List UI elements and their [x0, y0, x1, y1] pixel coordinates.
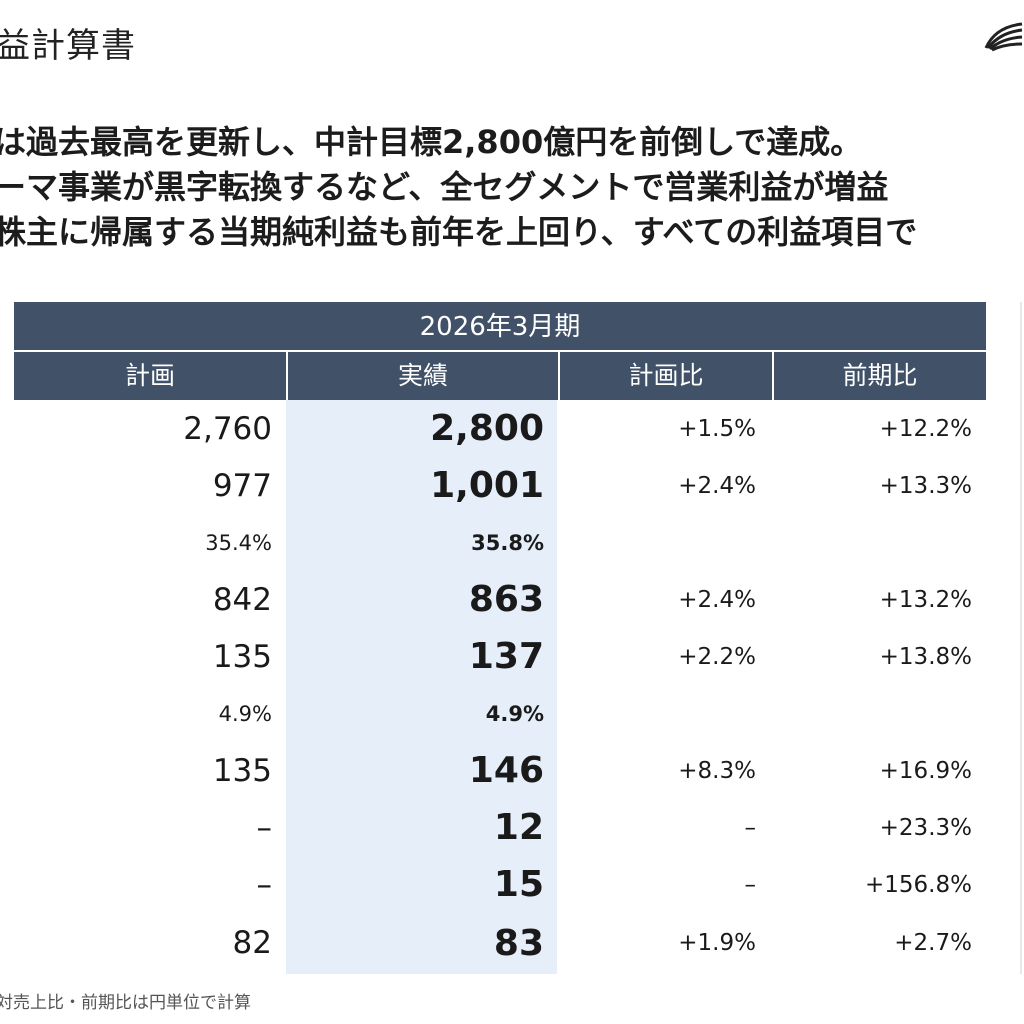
summary-line: 株主に帰属する当期純利益も前年を上回り、すべての利益項目で — [0, 213, 918, 251]
vs-plan-cell: +2.2% — [678, 643, 756, 670]
summary-text: は過去最高を更新し、中計目標2,800億円を前倒しで達成。 ーマ事業が黒字転換す… — [0, 120, 1024, 255]
plan-cell: 2,760 — [183, 410, 272, 447]
table-row: 842 863 +2.4% +13.2% — [14, 571, 986, 628]
plan-cell: – — [256, 866, 273, 903]
vs-plan-cell: – — [744, 814, 757, 841]
summary-line: は過去最高を更新し、中計目標2,800億円を前倒しで達成。 — [0, 123, 863, 161]
actual-cell: 2,800 — [430, 408, 544, 449]
vs-prev-cell: +2.7% — [894, 930, 972, 956]
table-row: – 15 – +156.8% — [14, 856, 986, 913]
vs-plan-cell: +2.4% — [678, 472, 756, 499]
actual-column-highlight — [286, 400, 557, 974]
actual-cell: 137 — [468, 636, 544, 677]
table-row: 82 83 +1.9% +2.7% — [14, 913, 986, 973]
vs-plan-cell: +8.3% — [678, 757, 756, 784]
page-title: 益計算書 — [0, 26, 136, 66]
table-body: 2,760 2,800 +1.5% +12.2% 977 1,001 +2.4%… — [14, 400, 986, 973]
vs-plan-cell: +1.9% — [678, 930, 756, 956]
vs-plan-cell: +2.4% — [678, 586, 756, 613]
table-row: 977 1,001 +2.4% +13.3% — [14, 457, 986, 514]
table-row: 135 146 +8.3% +16.9% — [14, 742, 986, 799]
divider — [1020, 302, 1022, 974]
actual-cell: 863 — [468, 579, 544, 620]
actual-cell: 146 — [468, 750, 544, 791]
plan-cell: 82 — [232, 925, 272, 961]
summary-line: ーマ事業が黒字転換するなど、全セグメントで営業利益が増益 — [0, 168, 889, 206]
column-header-vs-plan: 計画比 — [558, 352, 772, 400]
vs-plan-cell: – — [744, 871, 757, 898]
vs-prev-cell: +16.9% — [879, 757, 972, 784]
table-row: – 12 – +23.3% — [14, 799, 986, 856]
actual-cell: 15 — [493, 864, 544, 905]
actual-cell: 35.8% — [471, 530, 544, 555]
table-row: 4.9% 4.9% — [14, 685, 986, 742]
vs-prev-cell: +13.8% — [879, 643, 972, 670]
vs-prev-cell: +13.2% — [879, 586, 972, 613]
column-header-actual: 実績 — [286, 352, 558, 400]
leaf-logo-icon — [984, 22, 1023, 52]
plan-cell: 35.4% — [205, 530, 272, 555]
actual-cell: 12 — [493, 807, 544, 848]
plan-cell: 977 — [212, 467, 272, 504]
column-header-row: 計画 実績 計画比 前期比 — [14, 352, 986, 400]
actual-cell: 1,001 — [430, 465, 544, 506]
column-header-plan: 計画 — [124, 361, 175, 390]
plan-cell: 135 — [212, 638, 272, 675]
plan-cell: 135 — [212, 752, 272, 789]
column-header-vs-prev: 前期比 — [772, 352, 986, 400]
vs-prev-cell: +13.3% — [879, 472, 972, 499]
table-row: 135 137 +2.2% +13.8% — [14, 628, 986, 685]
vs-prev-cell: +156.8% — [865, 871, 972, 898]
actual-cell: 83 — [493, 922, 544, 964]
period-header: 2026年3月期 — [14, 302, 986, 350]
actual-cell: 4.9% — [485, 701, 544, 726]
plan-cell: – — [256, 809, 273, 846]
footnote: 対売上比・前期比は円単位で計算 — [0, 993, 251, 1013]
vs-plan-cell: +1.5% — [678, 415, 756, 442]
table-row: 35.4% 35.8% — [14, 514, 986, 571]
plan-cell: 842 — [212, 581, 272, 618]
vs-prev-cell: +23.3% — [879, 814, 972, 841]
table-row: 2,760 2,800 +1.5% +12.2% — [14, 400, 986, 457]
income-table: 2026年3月期 計画 実績 計画比 前期比 — [14, 302, 986, 400]
vs-prev-cell: +12.2% — [879, 415, 972, 442]
plan-cell: 4.9% — [218, 701, 272, 726]
